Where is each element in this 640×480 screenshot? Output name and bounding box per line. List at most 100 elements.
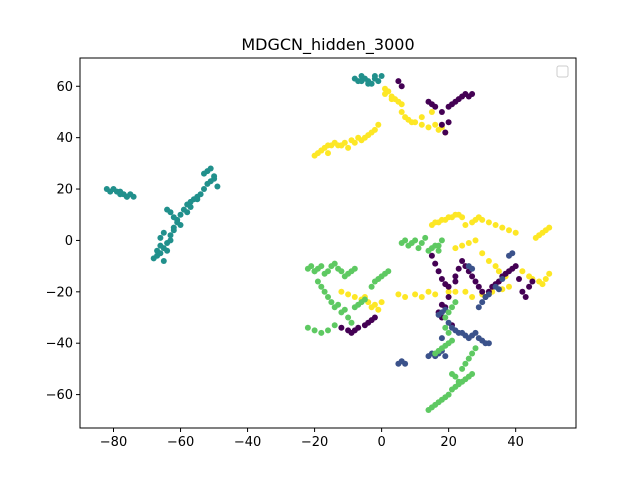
scatter-point bbox=[499, 224, 506, 231]
scatter-point bbox=[495, 286, 502, 293]
scatter-point bbox=[123, 193, 130, 200]
scatter-point bbox=[304, 324, 311, 331]
scatter-point bbox=[479, 216, 486, 223]
scatter-point bbox=[371, 301, 378, 308]
scatter-point bbox=[345, 291, 352, 298]
scatter-point bbox=[475, 283, 482, 290]
scatter-point bbox=[435, 126, 442, 133]
scatter-point bbox=[338, 324, 345, 331]
scatter-point bbox=[418, 114, 425, 121]
scatter-point bbox=[418, 121, 425, 128]
scatter-point bbox=[318, 283, 325, 290]
scatter-point bbox=[506, 227, 512, 234]
scatter-point bbox=[445, 283, 452, 290]
scatter-point bbox=[472, 345, 479, 352]
y-tick-label: 40 bbox=[56, 131, 73, 146]
scatter-point bbox=[398, 101, 405, 108]
scatter-point bbox=[351, 139, 358, 146]
scatter-point bbox=[398, 109, 405, 115]
scatter-point bbox=[522, 294, 529, 300]
scatter-point bbox=[438, 109, 445, 115]
y-tick-label: −20 bbox=[46, 285, 73, 300]
scatter-point bbox=[167, 232, 174, 239]
scatter-point bbox=[469, 294, 476, 300]
scatter-point bbox=[499, 276, 506, 282]
scatter-point bbox=[395, 78, 402, 85]
scatter-point bbox=[438, 121, 445, 128]
scatter-point bbox=[201, 186, 207, 192]
scatter-point bbox=[526, 283, 533, 290]
scatter-point bbox=[472, 278, 479, 285]
scatter-point bbox=[395, 291, 402, 298]
x-tick-label: −60 bbox=[167, 435, 194, 450]
scatter-point bbox=[472, 329, 479, 336]
scatter-point bbox=[442, 353, 449, 360]
scatter-point bbox=[311, 327, 318, 334]
scatter-point bbox=[348, 319, 355, 326]
scatter-point bbox=[519, 268, 526, 275]
scatter-point bbox=[358, 78, 365, 85]
y-tick-label: 0 bbox=[65, 234, 73, 249]
scatter-point bbox=[371, 314, 378, 321]
scatter-point bbox=[492, 263, 499, 270]
scatter-point bbox=[214, 183, 221, 190]
scatter-point bbox=[197, 191, 204, 198]
scatter-point bbox=[388, 96, 395, 103]
scatter-point bbox=[402, 294, 409, 300]
scatter-point bbox=[546, 270, 553, 277]
scatter-point bbox=[415, 245, 422, 252]
chart-title: MDGCN_hidden_3000 bbox=[241, 35, 414, 55]
scatter-point bbox=[177, 222, 184, 228]
legend-box bbox=[556, 65, 569, 78]
scatter-point bbox=[177, 211, 184, 218]
scatter-point bbox=[492, 222, 499, 228]
scatter-point bbox=[338, 268, 345, 275]
scatter-point bbox=[469, 273, 476, 280]
points-layer bbox=[103, 73, 553, 413]
scatter-point bbox=[402, 237, 409, 244]
scatter-point bbox=[375, 306, 382, 313]
scatter-point bbox=[345, 314, 352, 321]
scatter-point bbox=[157, 234, 164, 241]
scatter-point bbox=[485, 340, 492, 347]
scatter-point bbox=[167, 209, 174, 216]
scatter-point bbox=[338, 288, 345, 295]
scatter-point bbox=[408, 119, 415, 126]
scatter-point bbox=[331, 260, 338, 267]
scatter-point bbox=[355, 324, 362, 331]
scatter-point bbox=[318, 263, 325, 270]
scatter-point bbox=[184, 209, 191, 216]
scatter-point bbox=[402, 360, 409, 367]
scatter-point bbox=[459, 214, 466, 221]
scatter-point bbox=[164, 247, 171, 254]
scatter-point bbox=[160, 258, 167, 264]
scatter-point bbox=[445, 119, 452, 126]
scatter-point bbox=[445, 319, 452, 326]
scatter-point bbox=[445, 288, 452, 295]
scatter-point bbox=[117, 188, 124, 195]
scatter-point bbox=[428, 252, 435, 259]
y-tick-label: 20 bbox=[56, 183, 73, 198]
scatter-point bbox=[449, 337, 455, 344]
scatter-point bbox=[459, 365, 466, 372]
scatter-point bbox=[325, 294, 331, 300]
scatter-point bbox=[378, 73, 385, 79]
scatter-point bbox=[425, 288, 432, 295]
scatter-point bbox=[462, 288, 469, 295]
scatter-point bbox=[512, 263, 519, 270]
scatter-point bbox=[325, 268, 331, 275]
scatter-point bbox=[157, 242, 164, 249]
scatter-point bbox=[438, 301, 445, 308]
ticks-layer: −80 −60 −40 −20 0 20 40 −60 −40 −20 0 20 40 60 bbox=[46, 80, 524, 450]
x-tick-label: 40 bbox=[507, 435, 524, 450]
scatter-point bbox=[375, 78, 382, 85]
scatter-point bbox=[449, 304, 455, 311]
scatter-point bbox=[435, 268, 442, 275]
scatter-point bbox=[382, 85, 388, 92]
scatter-point bbox=[469, 91, 476, 97]
scatter-point bbox=[130, 193, 137, 200]
scatter-point bbox=[432, 260, 439, 267]
scatter-point bbox=[539, 281, 546, 288]
